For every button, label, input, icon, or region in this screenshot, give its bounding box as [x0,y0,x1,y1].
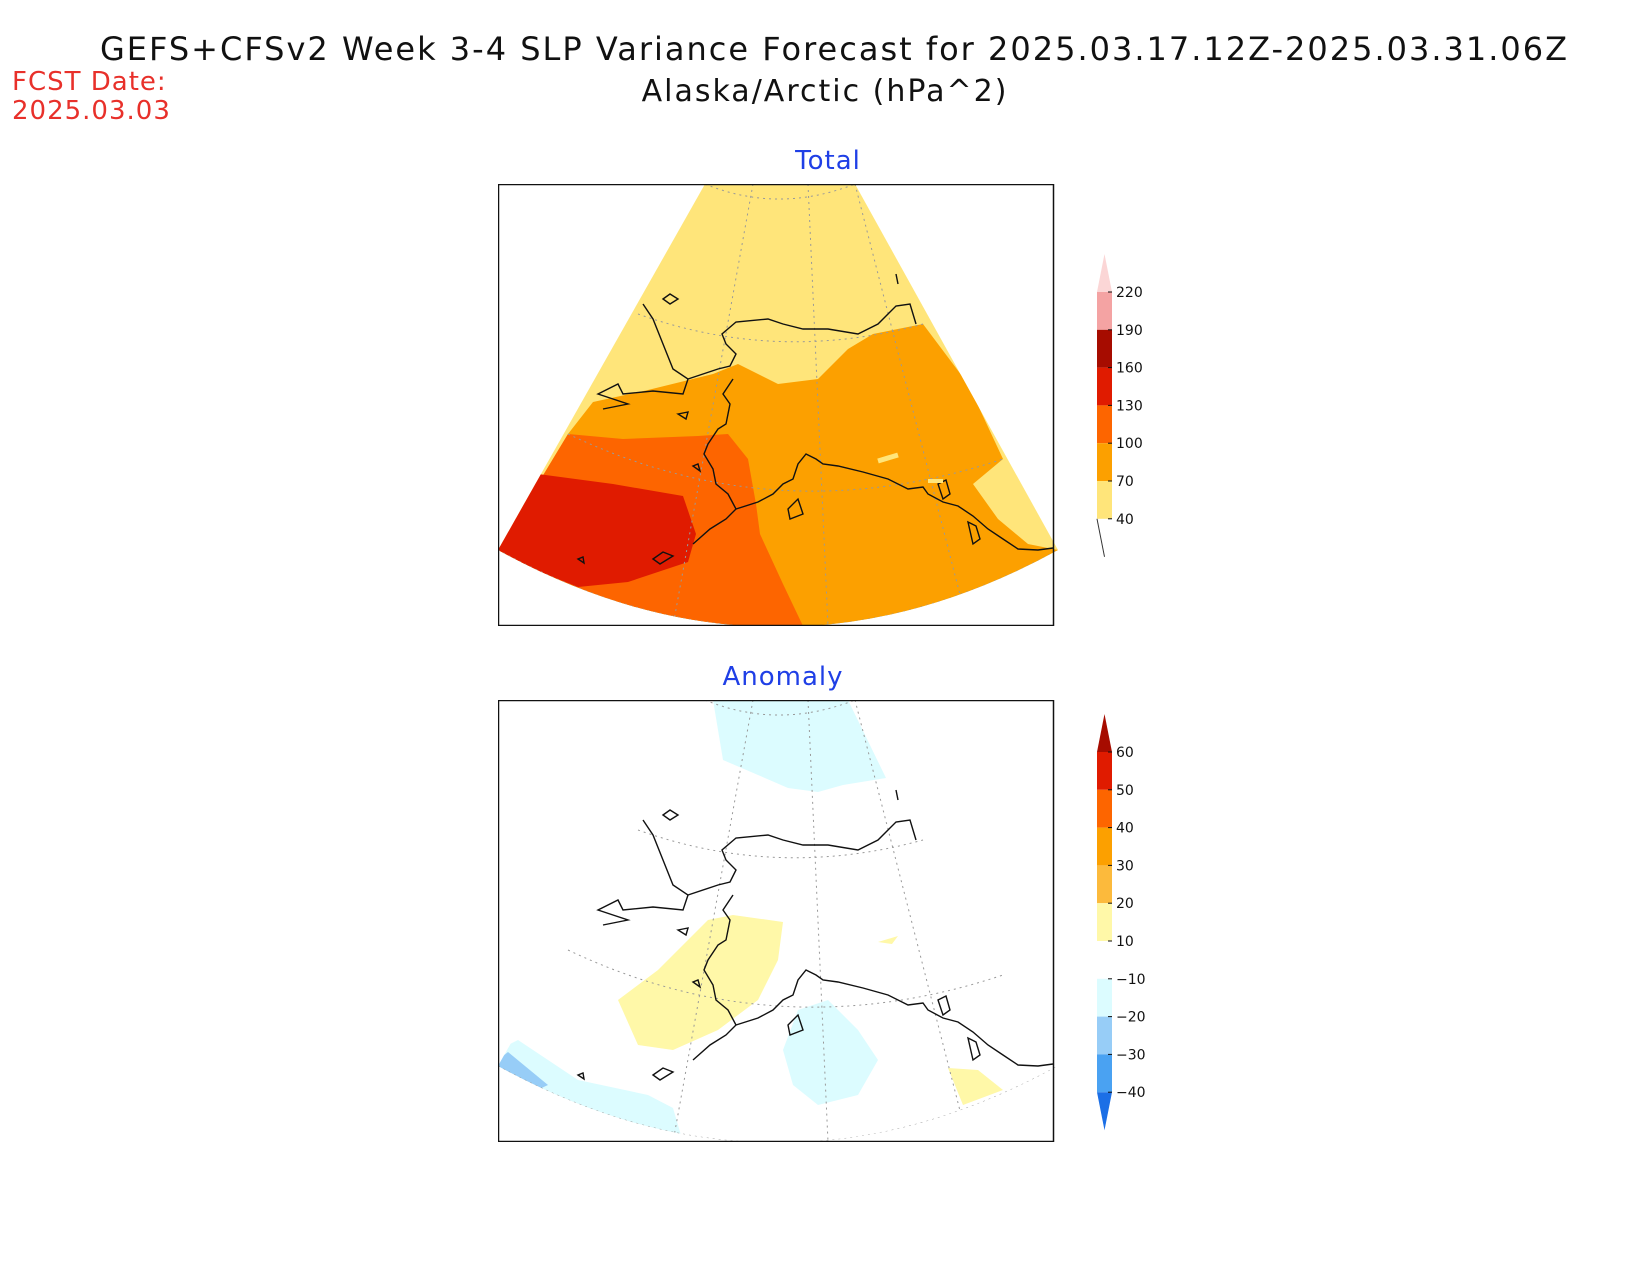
colorbar-label: 20 [1116,896,1134,912]
colorbar-box [1097,827,1112,866]
chart-title: GEFS+CFSv2 Week 3-4 SLP Variance Forecas… [100,30,1570,68]
anomaly-map-frame [498,700,1055,1142]
fill-130-160 [498,474,696,587]
colorbar-label: 220 [1116,285,1143,301]
colorbar-box [1097,752,1112,790]
colorbar-label: −20 [1116,1010,1146,1026]
colorbar-label: 160 [1116,361,1143,377]
anomaly-colorbar: 60 50 40 30 20 10 −10 −20 −30 −40 [1097,714,1146,1131]
colorbar-box [1097,329,1112,368]
colorbar-box [1097,1016,1112,1055]
colorbar-box [1097,481,1112,519]
fcst-date-value: 2025.03.03 [12,96,171,126]
colorbar-box [1097,941,1112,979]
colorbar-arrow-top [1097,254,1112,292]
colorbar-label: 60 [1116,745,1134,761]
colorbar-box [1097,978,1112,1017]
colorbar-label: −30 [1116,1047,1146,1063]
colorbar-box [1097,292,1112,330]
colorbar-label: 100 [1116,436,1143,452]
colorbar-box [1097,903,1112,941]
colorbar-box [1097,367,1112,406]
colorbar-label: 40 [1116,512,1134,528]
colorbar-box [1097,789,1112,828]
total-panel-title: Total [795,146,861,176]
fcst-date-label: FCST Date: [12,67,167,97]
chart-subtitle: Alaska/Arctic (hPa^2) [641,74,1009,109]
colorbar-label: −40 [1116,1085,1146,1101]
colorbar-box [1097,443,1112,481]
fill-neg10-neg20-aleutians [498,1040,683,1142]
colorbar-label: 50 [1116,783,1134,799]
fill-neg20-neg30-aleutians [498,1052,548,1092]
fill-10-20-central [618,915,783,1050]
anomaly-map [498,700,1058,1142]
colorbar-arrow-bottom [1096,518,1105,557]
colorbar-label: 40 [1116,821,1134,837]
total-map [498,184,1058,626]
total-map-frame [498,184,1055,626]
fill-10-20-small [878,936,898,944]
colorbar-label: 190 [1116,323,1143,339]
colorbar-arrow-top [1097,714,1112,752]
anomaly-panel-title: Anomaly [722,662,844,692]
total-colorbar: 220 190 160 130 100 70 40 [1096,254,1143,557]
colorbar-label: 30 [1116,858,1134,874]
colorbar-label: 10 [1116,934,1134,950]
colorbar-arrow-bottom [1097,1092,1112,1131]
colorbar-box [1097,865,1112,904]
colorbar-box [1097,405,1112,444]
colorbar-box [1097,1054,1112,1093]
fill-neg10-neg20-gulf [783,1000,878,1105]
colorbar-label: −10 [1116,972,1146,988]
fcst-date-block: FCST Date: 2025.03.03 [12,68,171,126]
colorbar-label: 70 [1116,474,1134,490]
fill-10-20-southeast [948,1068,1003,1105]
colorbar-label: 130 [1116,398,1143,414]
fill-neg10-neg20-north [713,700,886,792]
